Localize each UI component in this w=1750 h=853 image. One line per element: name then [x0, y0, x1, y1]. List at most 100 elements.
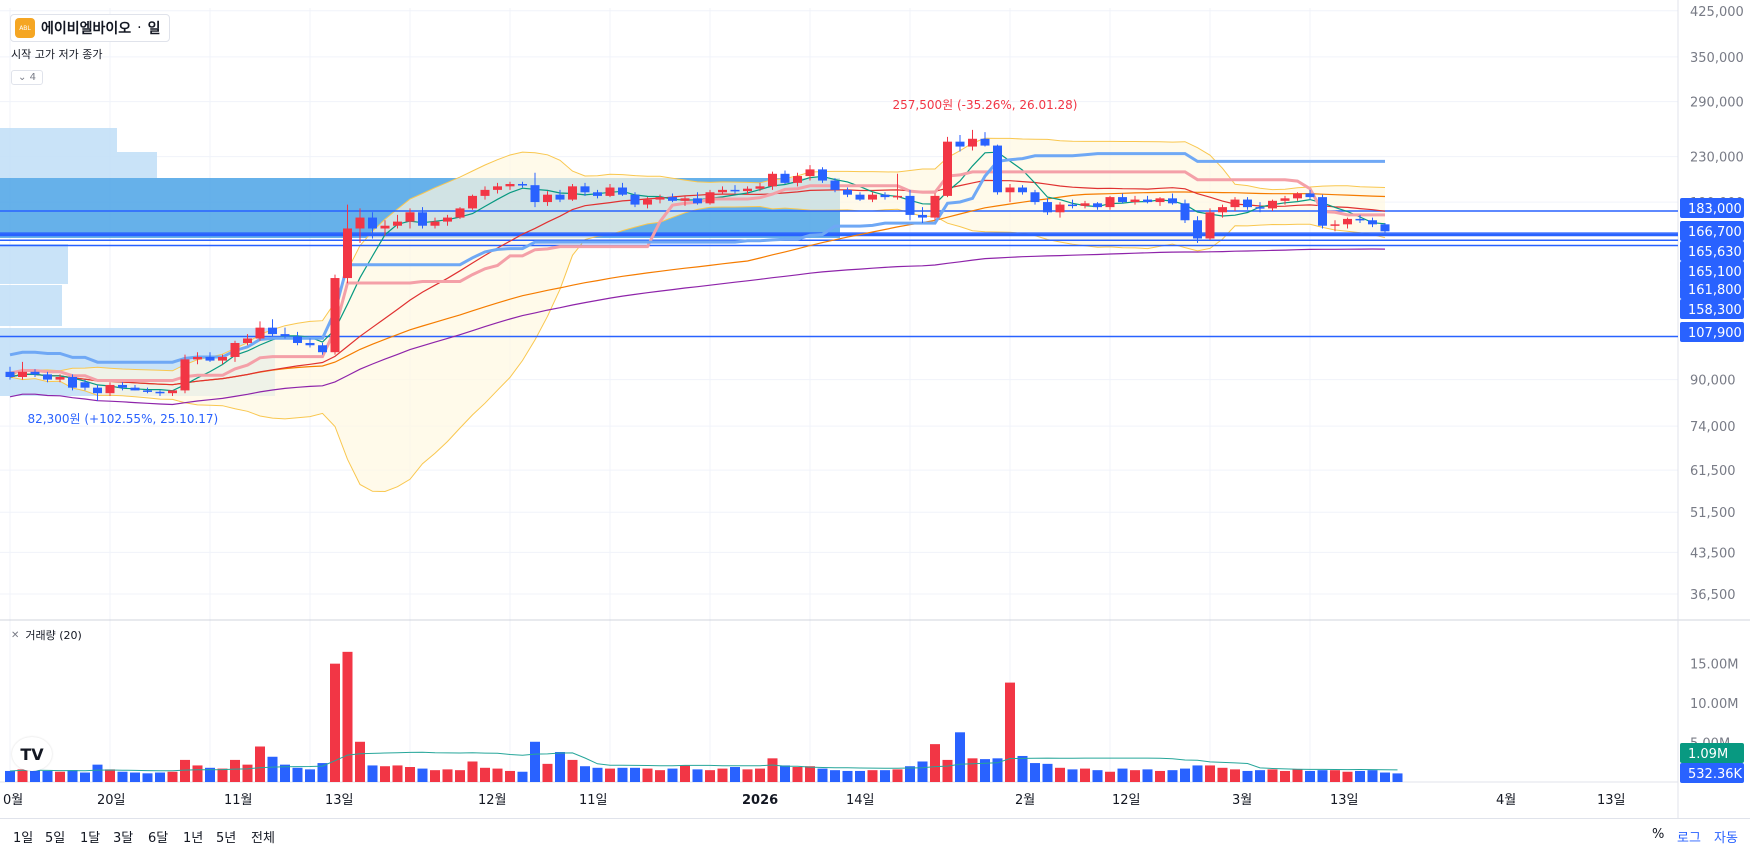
time-tick-label: 12일 [1112, 793, 1141, 808]
time-tick-label: 4월 [1496, 793, 1516, 808]
volume-bar [155, 772, 165, 782]
candle-body [530, 185, 540, 203]
volume-bar [617, 767, 628, 782]
volume-bar [942, 759, 953, 782]
volume-bar [405, 767, 415, 782]
candle-body [1005, 187, 1015, 193]
volume-bar [255, 746, 265, 782]
auto-scale-button[interactable]: 자동 [1714, 831, 1738, 846]
volume-bar [542, 763, 553, 782]
candle-body [355, 217, 365, 229]
volume-bar [1030, 763, 1040, 782]
candle-body [93, 387, 102, 394]
volume-tick-label: 15.00M [1690, 658, 1738, 673]
range-1y-button[interactable]: 1년 [183, 831, 204, 846]
indicator-count: 4 [29, 72, 36, 83]
time-tick-label: 20일 [97, 793, 126, 808]
company-logo: ABL [15, 18, 35, 38]
candle-body [1280, 198, 1290, 201]
volume-profile-bar [0, 152, 157, 178]
candle-body [430, 221, 440, 226]
price-tick-label: 51,500 [1690, 506, 1736, 521]
candle-body [255, 327, 265, 339]
price-level-badge [1680, 261, 1744, 281]
candle-body [793, 176, 802, 183]
bottom-toolbar: 1일 5일 1달 3달 6달 1년 5년 전체 % 로그 자동 [0, 818, 1750, 853]
range-5y-button[interactable]: 5년 [216, 831, 237, 846]
candle-body [1180, 203, 1190, 221]
candle-body [680, 198, 690, 201]
candle-body [543, 194, 552, 203]
volume-bar [867, 770, 878, 782]
volume-bar [80, 772, 90, 782]
candle-body [5, 371, 15, 377]
candle-body [868, 194, 877, 200]
volume-ma-line [9, 751, 1398, 772]
volume-bar [642, 768, 653, 782]
candle-body [780, 173, 790, 183]
close-icon[interactable]: ✕ [11, 629, 20, 641]
log-scale-button[interactable]: 로그 [1677, 831, 1701, 846]
candle-body [580, 186, 590, 193]
time-tick-label: 11일 [579, 793, 608, 808]
volume-bar [1230, 769, 1240, 782]
volume-bar [230, 759, 240, 782]
candle-body [43, 374, 52, 380]
percent-scale-button[interactable]: % [1652, 827, 1665, 842]
candle-body [568, 186, 577, 200]
volume-bar [992, 758, 1003, 782]
candle-body [1243, 199, 1252, 208]
time-tick-label: 13일 [325, 793, 354, 808]
tradingview-logo[interactable]: TV [12, 737, 52, 771]
candle-body [218, 356, 227, 361]
candle-body [80, 382, 90, 388]
range-3m-button[interactable]: 3달 [113, 831, 134, 846]
volume-bar [380, 766, 390, 782]
volume-badge-label: 1.09M [1688, 747, 1728, 762]
time-tick-label: 0월 [3, 793, 23, 808]
symbol-separator: · [137, 20, 142, 36]
volume-bar [1367, 770, 1378, 782]
candle-body [980, 138, 990, 146]
volume-bar [442, 769, 453, 782]
volume-bar [242, 764, 253, 782]
price-tick-label: 36,500 [1690, 588, 1736, 603]
range-5d-button[interactable]: 5일 [45, 831, 66, 846]
time-tick-label: 12월 [478, 793, 507, 808]
range-1d-button[interactable]: 1일 [13, 831, 34, 846]
volume-legend-label: 거래량 (20) [25, 629, 82, 642]
volume-bar [1267, 769, 1278, 782]
range-all-button[interactable]: 전체 [251, 831, 275, 846]
volume-bar [667, 768, 678, 782]
volume-bar [1330, 770, 1340, 782]
volume-bar [767, 758, 778, 782]
price-level-badge [1680, 322, 1744, 342]
volume-bar [467, 761, 478, 782]
price-tick-label: 61,500 [1690, 464, 1736, 479]
candle-body [143, 390, 152, 392]
time-tick-label: 3월 [1232, 793, 1252, 808]
price-level-label: 165,630 [1688, 245, 1742, 260]
candle-body [118, 384, 127, 388]
volume-bar [517, 771, 528, 782]
price-tick-label: 43,500 [1690, 546, 1736, 561]
price-level-badge [1680, 279, 1744, 299]
symbol-box[interactable]: ABL 에이비엘바이오 · 일 [10, 14, 170, 42]
volume-bar [455, 770, 465, 782]
candle-body [1205, 212, 1215, 239]
candle-body [1068, 204, 1077, 207]
volume-bar [530, 741, 540, 782]
volume-profile-bar [0, 285, 62, 326]
volume-bar [217, 768, 228, 782]
candle-body [918, 214, 927, 218]
candle-body [68, 376, 77, 388]
volume-bar [830, 770, 840, 782]
volume-bar [492, 768, 503, 782]
candle-body [905, 195, 915, 215]
indicator-collapse-button[interactable]: ⌄ 4 [11, 70, 43, 85]
volume-bars [5, 651, 1403, 782]
candle-body [30, 371, 40, 375]
range-1m-button[interactable]: 1달 [80, 831, 101, 846]
range-6m-button[interactable]: 6달 [148, 831, 169, 846]
